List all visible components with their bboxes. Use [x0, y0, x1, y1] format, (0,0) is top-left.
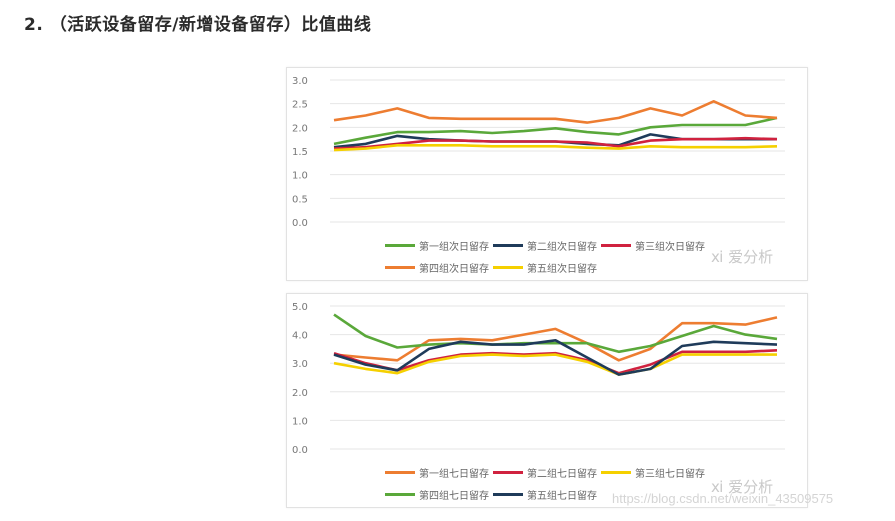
- legend-swatch: [493, 243, 523, 247]
- legend-swatch: [601, 243, 631, 247]
- legend-swatch: [385, 265, 415, 269]
- series-line: [333, 116, 778, 146]
- legend-row: 第一组次日留存 第二组次日留存 第三组次日留存: [385, 234, 709, 256]
- legend-item: 第五组次日留存: [493, 260, 597, 275]
- legend-row: 第四组七日留存 第五组七日留存: [385, 483, 709, 505]
- legend-item: 第三组七日留存: [601, 465, 705, 480]
- legend-label: 第四组次日留存: [419, 263, 489, 275]
- legend-swatch: [493, 265, 523, 269]
- next-day-retention-ratio-chart: 0.0 0.5 1.0 1.5 2.0 2.5 3.0 第一组次日留存 第二组次日留存 第三组次…: [286, 67, 808, 281]
- y-tick-label: 0.0: [292, 218, 308, 229]
- series-line: [333, 349, 778, 375]
- y-tick-label: 2.0: [292, 123, 308, 134]
- y-tick-label: 5.0: [292, 302, 308, 313]
- seven-day-retention-ratio-chart: 0.0 1.0 2.0 3.0 4.0 5.0 第一组七日留存 第二组七日留存 第三组七日留存…: [286, 293, 808, 508]
- y-tick-label: 1.0: [292, 171, 308, 182]
- series-line: [333, 136, 778, 150]
- legend-label: 第四组七日留存: [419, 490, 489, 502]
- legend-item: 第三组次日留存: [601, 238, 705, 253]
- legend-swatch: [385, 470, 415, 474]
- legend-swatch: [601, 470, 631, 474]
- legend-label: 第五组次日留存: [527, 263, 597, 275]
- series-line: [333, 353, 777, 376]
- legend-item: 第四组次日留存: [385, 260, 489, 275]
- legend-label: 第一组次日留存: [419, 241, 489, 253]
- legend-item: 第二组七日留存: [493, 465, 597, 480]
- series-line: [333, 313, 778, 354]
- legend-item: 第四组七日留存: [385, 487, 489, 502]
- y-tick-label: 0.0: [292, 445, 308, 456]
- chart-plot-area: 0.0 1.0 2.0 3.0 4.0 5.0: [292, 302, 785, 456]
- legend-row: 第一组七日留存 第二组七日留存 第三组七日留存: [385, 461, 709, 483]
- y-tick-label: 3.0: [292, 359, 308, 370]
- y-tick-label: 3.0: [292, 76, 308, 87]
- legend-label: 第二组七日留存: [527, 468, 597, 480]
- legend-item: 第五组七日留存: [493, 487, 597, 502]
- legend-item: 第一组次日留存: [385, 238, 489, 253]
- legend-row: 第四组次日留存 第五组次日留存: [385, 256, 709, 278]
- series-line: [333, 316, 778, 362]
- series-line: [333, 99, 778, 124]
- legend-swatch: [385, 492, 415, 496]
- section-heading: 2. （活跃设备留存/新增设备留存）比值曲线: [24, 15, 372, 35]
- y-tick-label: 2.5: [292, 100, 308, 111]
- y-tick-label: 0.5: [292, 194, 308, 205]
- watermark-logo: ⅺ 爱分析: [711, 478, 774, 496]
- legend-label: 第一组七日留存: [419, 468, 489, 480]
- url-watermark: https://blog.csdn.net/weixin_43509575: [612, 491, 834, 506]
- watermark-logo: ⅺ 爱分析: [711, 248, 774, 266]
- legend-label: 第五组七日留存: [527, 490, 597, 502]
- y-tick-label: 1.5: [292, 147, 308, 158]
- y-tick-label: 1.0: [292, 416, 308, 427]
- wechat-icon: ⅺ: [711, 248, 729, 266]
- y-tick-label: 2.0: [292, 388, 308, 399]
- series-line: [333, 338, 778, 376]
- legend-swatch: [385, 243, 415, 247]
- legend-label: 第三组次日留存: [635, 241, 705, 253]
- legend-swatch: [493, 470, 523, 474]
- legend-item: 第一组七日留存: [385, 465, 489, 480]
- chart-legend: 第一组七日留存 第二组七日留存 第三组七日留存第四组七日留存 第五组七日留存: [385, 461, 709, 505]
- legend-label: 第二组次日留存: [527, 241, 597, 253]
- legend-item: 第二组次日留存: [493, 238, 597, 253]
- wechat-icon: ⅺ: [711, 478, 729, 496]
- legend-label: 第三组七日留存: [635, 468, 705, 480]
- legend-swatch: [493, 492, 523, 496]
- series-line: [333, 144, 778, 152]
- chart-legend: 第一组次日留存 第二组次日留存 第三组次日留存第四组次日留存 第五组次日留存: [385, 234, 709, 278]
- chart-plot-area: 0.0 0.5 1.0 1.5 2.0 2.5 3.0: [292, 76, 785, 229]
- y-tick-label: 4.0: [292, 331, 308, 342]
